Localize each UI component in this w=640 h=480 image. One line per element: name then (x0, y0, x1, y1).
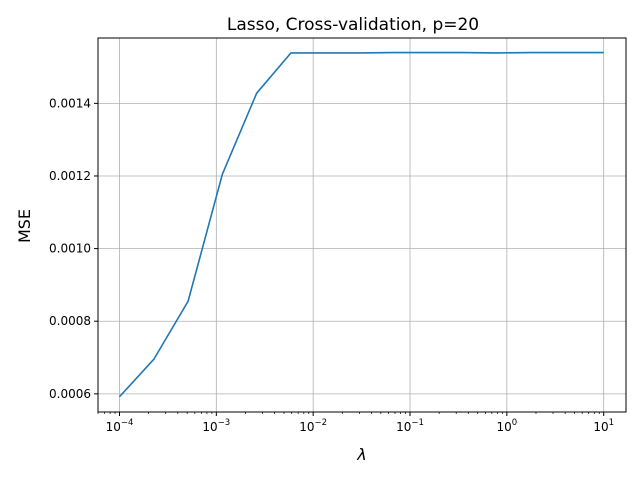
series-layer (118, 51, 604, 398)
y-axis: 0.0006 0.0008 0.0010 0.0012 0.0014 (49, 96, 98, 401)
y-tick-label: 0.0006 (49, 387, 91, 401)
plot-frame (97, 37, 627, 413)
chart-title: Lasso, Cross-validation, p=20 (227, 15, 479, 35)
x-tick-label: 101 (593, 418, 614, 434)
x-axis-label: λ (356, 445, 366, 464)
x-tick-label: 10−2 (299, 418, 327, 434)
y-tick-label: 0.0014 (49, 96, 91, 110)
x-tick-label: 100 (496, 418, 517, 434)
y-tick-label: 0.0008 (49, 314, 91, 328)
x-tick-label: 10−1 (396, 418, 424, 434)
x-tick-label: 10−3 (202, 418, 230, 434)
series-line (118, 51, 604, 398)
grid (98, 38, 626, 412)
y-axis-label: MSE (15, 209, 34, 243)
x-axis: 10−4 10−3 10−2 10−1 100 101 (97, 412, 614, 434)
y-tick-label: 0.0012 (49, 169, 91, 183)
x-tick-label: 10−4 (106, 418, 134, 434)
y-tick-label: 0.0010 (49, 242, 91, 256)
